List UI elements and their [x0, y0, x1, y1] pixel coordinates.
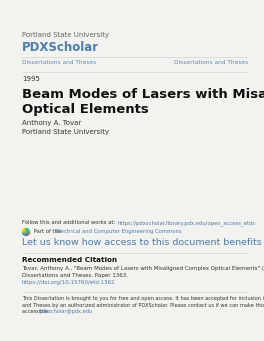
- Text: 1995: 1995: [22, 76, 40, 82]
- Text: https://pdxscholar.library.pdx.edu/open_access_etds: https://pdxscholar.library.pdx.edu/open_…: [118, 220, 256, 226]
- Text: and Theses by an authorized administrator of PDXScholar. Please contact us if we: and Theses by an authorized administrato…: [22, 302, 264, 308]
- Text: PDXScholar: PDXScholar: [22, 41, 99, 54]
- Text: Part of the: Part of the: [32, 229, 63, 234]
- Text: accessible:: accessible:: [22, 309, 51, 314]
- Text: Portland State University: Portland State University: [22, 129, 109, 135]
- Text: Dissertations and Theses: Dissertations and Theses: [174, 60, 248, 65]
- Text: https://doi.org/10.15760/etd.1362: https://doi.org/10.15760/etd.1362: [22, 280, 116, 285]
- Text: Portland State University: Portland State University: [22, 32, 109, 38]
- Wedge shape: [22, 228, 26, 232]
- Wedge shape: [26, 232, 30, 236]
- Text: Optical Elements: Optical Elements: [22, 103, 149, 116]
- Text: Beam Modes of Lasers with Misaligned Complex: Beam Modes of Lasers with Misaligned Com…: [22, 88, 264, 101]
- Wedge shape: [22, 232, 26, 236]
- Text: Let us know how access to this document benefits you.: Let us know how access to this document …: [22, 238, 264, 247]
- Text: Tovar, Anthony A., "Beam Modes of Lasers with Misaligned Complex Optical Element: Tovar, Anthony A., "Beam Modes of Lasers…: [22, 266, 264, 271]
- Text: pdxscholar@pdx.edu: pdxscholar@pdx.edu: [40, 309, 93, 314]
- Text: Anthony A. Tovar: Anthony A. Tovar: [22, 120, 81, 126]
- Text: Follow this and additional works at:: Follow this and additional works at:: [22, 220, 117, 225]
- Text: Recommended Citation: Recommended Citation: [22, 257, 117, 263]
- Text: Electrical and Computer Engineering Commons: Electrical and Computer Engineering Comm…: [56, 229, 182, 234]
- Text: This Dissertation is brought to you for free and open access. It has been accept: This Dissertation is brought to you for …: [22, 296, 264, 301]
- Text: Dissertations and Theses. Paper 1363.: Dissertations and Theses. Paper 1363.: [22, 273, 128, 278]
- Text: Dissertations and Theses: Dissertations and Theses: [22, 60, 96, 65]
- Wedge shape: [26, 228, 30, 232]
